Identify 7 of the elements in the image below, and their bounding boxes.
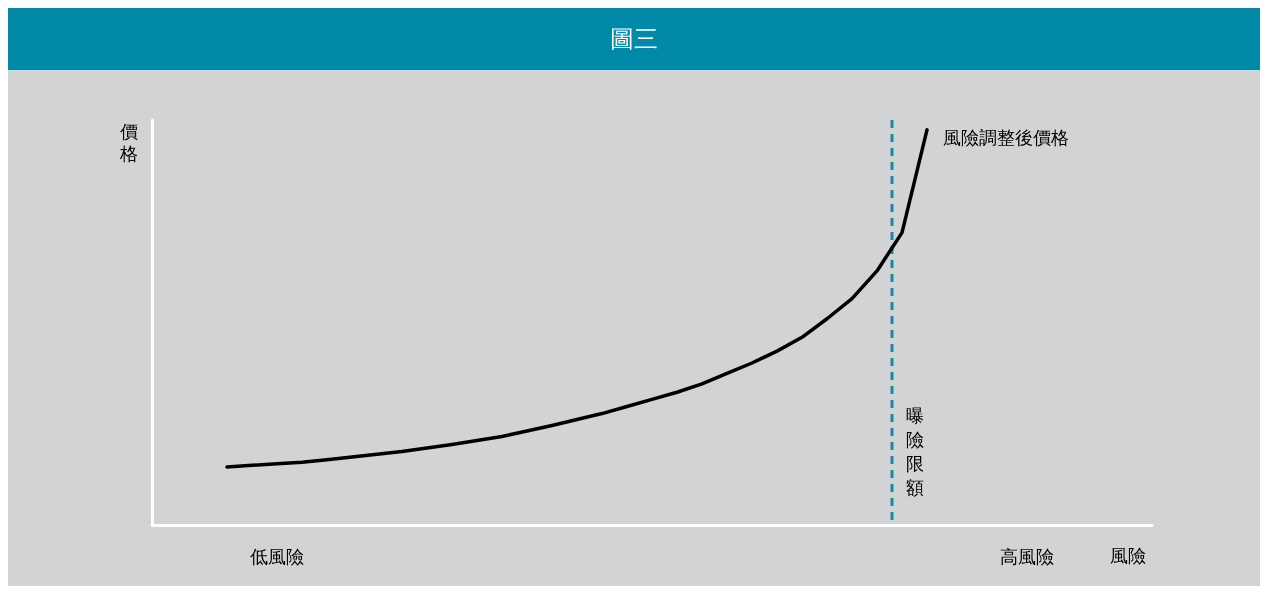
chart-title: 圖三 xyxy=(8,8,1260,70)
y-axis-title: 價格 xyxy=(119,120,138,164)
annotation: 曝險限額 xyxy=(906,404,924,498)
x-tick-label: 低風險 xyxy=(250,545,304,567)
x-axis-title: 風險 xyxy=(1110,544,1146,566)
x-tick-label: 高風險 xyxy=(1000,545,1054,567)
series-label: 風險調整後價格 xyxy=(943,127,1069,149)
